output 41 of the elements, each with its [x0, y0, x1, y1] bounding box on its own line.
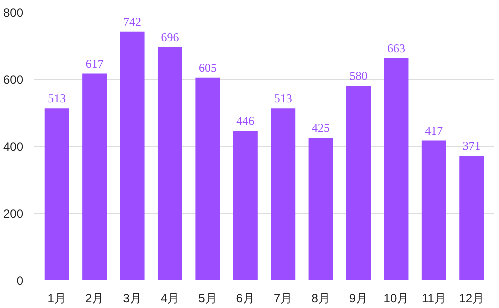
bar	[44, 108, 70, 280]
data-label: 513	[48, 92, 66, 106]
y-tick-label: 600	[3, 73, 24, 87]
bar	[422, 140, 446, 280]
bar	[346, 86, 372, 280]
data-label: 417	[425, 124, 444, 138]
bar	[196, 78, 220, 280]
data-label: 425	[312, 121, 330, 136]
bar	[120, 32, 145, 280]
x-tick-label: 6月	[236, 292, 255, 306]
data-label: 663	[387, 41, 406, 56]
bar	[308, 138, 334, 280]
data-label: 605	[198, 60, 217, 75]
data-label: 580	[350, 69, 368, 84]
bar	[384, 58, 409, 280]
bar	[460, 156, 484, 280]
data-label: 742	[124, 14, 142, 29]
x-tick-label: 9月	[349, 292, 368, 306]
x-tick-label: 1月	[48, 292, 66, 306]
bar	[158, 47, 182, 280]
data-label: 617	[86, 56, 104, 71]
y-tick-label: 800	[3, 6, 24, 20]
x-tick-label: 4月	[160, 292, 180, 306]
x-tick-label: 10月	[384, 292, 410, 306]
y-tick-label: 0	[16, 274, 24, 288]
x-tick-label: 11月	[422, 292, 446, 306]
bar	[233, 131, 258, 280]
data-label: 446	[236, 114, 255, 128]
data-label: 696	[161, 30, 180, 44]
x-tick-label: 5月	[198, 292, 218, 306]
data-label: 371	[462, 139, 481, 154]
bar	[82, 74, 108, 280]
bar	[271, 108, 296, 280]
x-tick-label: 7月	[274, 292, 293, 306]
x-tick-label: 3月	[123, 292, 142, 306]
y-tick-label: 400	[3, 140, 24, 154]
x-tick-label: 8月	[312, 292, 330, 306]
y-tick-label: 200	[3, 207, 24, 221]
data-label: 513	[274, 92, 292, 106]
x-tick-label: 12月	[459, 292, 485, 306]
x-tick-label: 2月	[85, 292, 104, 306]
